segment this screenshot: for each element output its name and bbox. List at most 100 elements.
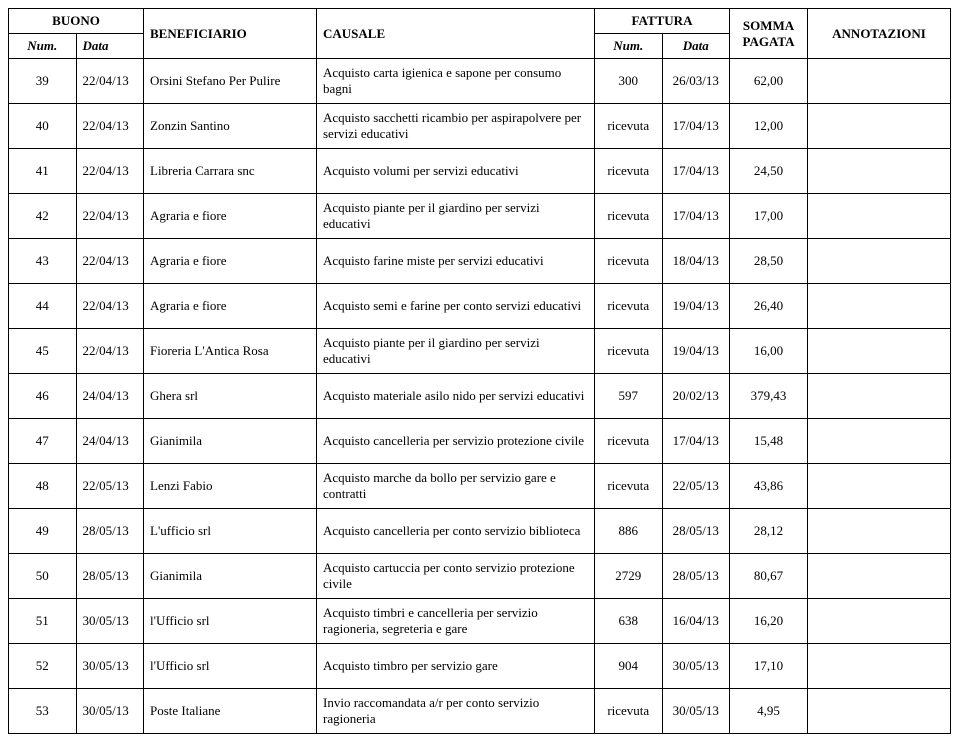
cell-fattura-data: 17/04/13 bbox=[662, 194, 730, 239]
cell-annotazioni bbox=[808, 284, 951, 329]
cell-annotazioni bbox=[808, 104, 951, 149]
cell-beneficiario: Lenzi Fabio bbox=[144, 464, 317, 509]
cell-fattura-num: ricevuta bbox=[595, 149, 663, 194]
cell-causale: Acquisto semi e farine per conto servizi… bbox=[317, 284, 595, 329]
table-row: 4724/04/13GianimilaAcquisto cancelleria … bbox=[9, 419, 951, 464]
cell-somma: 17,00 bbox=[730, 194, 808, 239]
cell-fattura-num: ricevuta bbox=[595, 194, 663, 239]
cell-annotazioni bbox=[808, 554, 951, 599]
cell-fattura-data: 26/03/13 bbox=[662, 59, 730, 104]
cell-somma: 4,95 bbox=[730, 689, 808, 734]
cell-num: 39 bbox=[9, 59, 77, 104]
table-row: 4822/05/13Lenzi FabioAcquisto marche da … bbox=[9, 464, 951, 509]
cell-annotazioni bbox=[808, 329, 951, 374]
cell-fattura-num: ricevuta bbox=[595, 464, 663, 509]
cell-num: 50 bbox=[9, 554, 77, 599]
cell-somma: 24,50 bbox=[730, 149, 808, 194]
cell-beneficiario: Gianimila bbox=[144, 554, 317, 599]
cell-fattura-data: 17/04/13 bbox=[662, 149, 730, 194]
header-annotazioni: ANNOTAZIONI bbox=[808, 9, 951, 59]
cell-somma: 17,10 bbox=[730, 644, 808, 689]
table-row: 4928/05/13L'ufficio srlAcquisto cancelle… bbox=[9, 509, 951, 554]
cell-data: 22/04/13 bbox=[76, 329, 144, 374]
cell-annotazioni bbox=[808, 644, 951, 689]
cell-somma: 28,50 bbox=[730, 239, 808, 284]
cell-somma: 12,00 bbox=[730, 104, 808, 149]
cell-annotazioni bbox=[808, 689, 951, 734]
table-row: 4522/04/13Fioreria L'Antica RosaAcquisto… bbox=[9, 329, 951, 374]
cell-fattura-data: 30/05/13 bbox=[662, 689, 730, 734]
cell-annotazioni bbox=[808, 419, 951, 464]
table-row: 3922/04/13Orsini Stefano Per PulireAcqui… bbox=[9, 59, 951, 104]
header-buono: BUONO bbox=[9, 9, 144, 34]
cell-causale: Invio raccomandata a/r per conto servizi… bbox=[317, 689, 595, 734]
header-buono-num: Num. bbox=[9, 34, 77, 59]
cell-beneficiario: Poste Italiane bbox=[144, 689, 317, 734]
cell-somma: 16,20 bbox=[730, 599, 808, 644]
cell-data: 22/04/13 bbox=[76, 104, 144, 149]
cell-fattura-num: ricevuta bbox=[595, 239, 663, 284]
cell-num: 45 bbox=[9, 329, 77, 374]
cell-data: 22/04/13 bbox=[76, 59, 144, 104]
cell-beneficiario: Orsini Stefano Per Pulire bbox=[144, 59, 317, 104]
cell-fattura-num: ricevuta bbox=[595, 284, 663, 329]
cell-num: 48 bbox=[9, 464, 77, 509]
cell-beneficiario: Zonzin Santino bbox=[144, 104, 317, 149]
cell-causale: Acquisto timbro per servizio gare bbox=[317, 644, 595, 689]
cell-fattura-data: 19/04/13 bbox=[662, 329, 730, 374]
cell-beneficiario: Agraria e fiore bbox=[144, 239, 317, 284]
table-row: 5230/05/13l'Ufficio srlAcquisto timbro p… bbox=[9, 644, 951, 689]
cell-fattura-data: 17/04/13 bbox=[662, 419, 730, 464]
cell-num: 43 bbox=[9, 239, 77, 284]
cell-causale: Acquisto cartuccia per conto servizio pr… bbox=[317, 554, 595, 599]
cell-num: 51 bbox=[9, 599, 77, 644]
cell-num: 41 bbox=[9, 149, 77, 194]
cell-causale: Acquisto piante per il giardino per serv… bbox=[317, 329, 595, 374]
cell-fattura-data: 20/02/13 bbox=[662, 374, 730, 419]
header-causale: CAUSALE bbox=[317, 9, 595, 59]
cell-fattura-data: 30/05/13 bbox=[662, 644, 730, 689]
cell-data: 28/05/13 bbox=[76, 509, 144, 554]
table-row: 5130/05/13l'Ufficio srlAcquisto timbri e… bbox=[9, 599, 951, 644]
cell-annotazioni bbox=[808, 509, 951, 554]
cell-annotazioni bbox=[808, 149, 951, 194]
header-fattura-num: Num. bbox=[595, 34, 663, 59]
cell-num: 44 bbox=[9, 284, 77, 329]
cell-beneficiario: l'Ufficio srl bbox=[144, 599, 317, 644]
cell-beneficiario: Fioreria L'Antica Rosa bbox=[144, 329, 317, 374]
cell-data: 30/05/13 bbox=[76, 599, 144, 644]
cell-num: 52 bbox=[9, 644, 77, 689]
cell-beneficiario: L'ufficio srl bbox=[144, 509, 317, 554]
table-row: 4422/04/13Agraria e fioreAcquisto semi e… bbox=[9, 284, 951, 329]
header-buono-data: Data bbox=[76, 34, 144, 59]
cell-num: 42 bbox=[9, 194, 77, 239]
cell-data: 30/05/13 bbox=[76, 644, 144, 689]
cell-num: 49 bbox=[9, 509, 77, 554]
cell-causale: Acquisto sacchetti ricambio per aspirapo… bbox=[317, 104, 595, 149]
cell-beneficiario: Agraria e fiore bbox=[144, 194, 317, 239]
cell-beneficiario: Ghera srl bbox=[144, 374, 317, 419]
cell-data: 22/05/13 bbox=[76, 464, 144, 509]
cell-num: 47 bbox=[9, 419, 77, 464]
cell-causale: Acquisto materiale asilo nido per serviz… bbox=[317, 374, 595, 419]
cell-annotazioni bbox=[808, 239, 951, 284]
cell-causale: Acquisto cancelleria per servizio protez… bbox=[317, 419, 595, 464]
cell-annotazioni bbox=[808, 374, 951, 419]
cell-fattura-num: 300 bbox=[595, 59, 663, 104]
cell-somma: 16,00 bbox=[730, 329, 808, 374]
cell-fattura-data: 28/05/13 bbox=[662, 554, 730, 599]
table-row: 4624/04/13Ghera srlAcquisto materiale as… bbox=[9, 374, 951, 419]
cell-data: 24/04/13 bbox=[76, 419, 144, 464]
cell-beneficiario: Agraria e fiore bbox=[144, 284, 317, 329]
cell-somma: 28,12 bbox=[730, 509, 808, 554]
cell-somma: 379,43 bbox=[730, 374, 808, 419]
cell-fattura-num: ricevuta bbox=[595, 329, 663, 374]
cell-fattura-num: ricevuta bbox=[595, 104, 663, 149]
cell-num: 53 bbox=[9, 689, 77, 734]
table-row: 4322/04/13Agraria e fioreAcquisto farine… bbox=[9, 239, 951, 284]
cell-annotazioni bbox=[808, 59, 951, 104]
cell-data: 24/04/13 bbox=[76, 374, 144, 419]
header-somma: SOMMA PAGATA bbox=[730, 9, 808, 59]
cell-fattura-num: 2729 bbox=[595, 554, 663, 599]
cell-causale: Acquisto piante per il giardino per serv… bbox=[317, 194, 595, 239]
